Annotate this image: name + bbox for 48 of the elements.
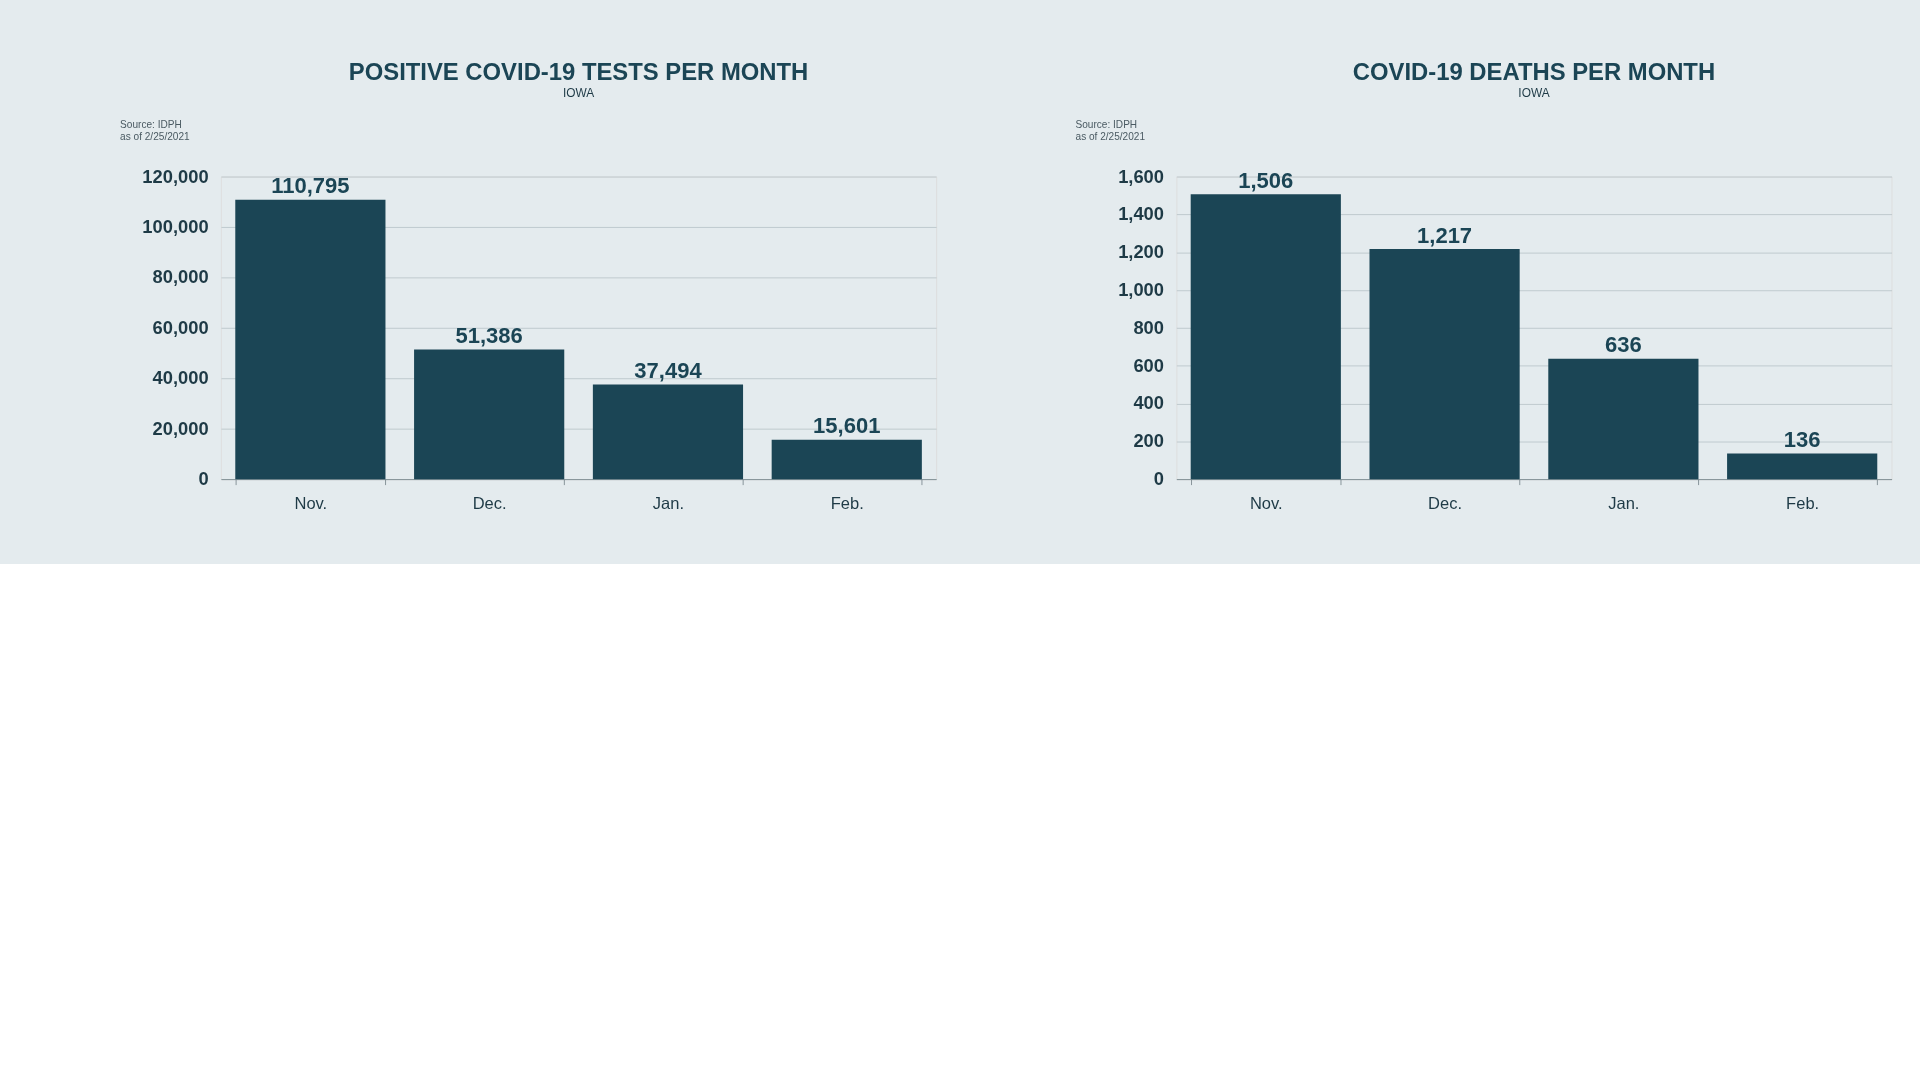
x-tick-label: Nov. bbox=[294, 493, 328, 512]
data-label: 1,506 bbox=[1238, 167, 1294, 193]
y-tick-label: 800 bbox=[1133, 316, 1165, 338]
x-tick-label: Dec. bbox=[1428, 493, 1463, 512]
x-tick-label: Feb. bbox=[1786, 493, 1820, 512]
y-tick-label: 100,000 bbox=[142, 215, 209, 237]
y-tick-label: 40,000 bbox=[152, 367, 209, 389]
data-label: 51,386 bbox=[455, 323, 523, 349]
bar bbox=[1369, 248, 1520, 480]
chart-title: COVID-19 DEATHS PER MONTH bbox=[1352, 58, 1716, 86]
x-tick-label: Jan. bbox=[1608, 493, 1640, 512]
data-label: 636 bbox=[1605, 332, 1642, 358]
y-tick-label: 1,600 bbox=[1118, 165, 1165, 187]
data-label: 110,795 bbox=[271, 173, 350, 199]
x-tick-label: Nov. bbox=[1249, 493, 1283, 512]
text: as of 2/25/2021 bbox=[120, 130, 190, 142]
data-label: 37,494 bbox=[634, 358, 703, 384]
y-tick-label: 600 bbox=[1133, 354, 1165, 376]
bar bbox=[592, 384, 744, 480]
y-tick-label: 1,200 bbox=[1118, 241, 1165, 263]
y-tick-label: 0 bbox=[1153, 468, 1165, 490]
y-tick-label: 120,000 bbox=[142, 165, 209, 187]
y-tick-label: 1,000 bbox=[1118, 278, 1165, 300]
bar bbox=[1727, 453, 1878, 480]
chart-subtitle: IOWA bbox=[562, 85, 595, 100]
data-label: 15,601 bbox=[813, 413, 881, 439]
data-label: 1,217 bbox=[1417, 222, 1473, 248]
x-tick-label: Feb. bbox=[830, 493, 864, 512]
bar bbox=[771, 439, 922, 480]
bar bbox=[414, 349, 565, 480]
x-tick-label: Dec. bbox=[472, 493, 507, 512]
text: as of 2/25/2021 bbox=[1075, 130, 1146, 142]
y-tick-label: 400 bbox=[1133, 392, 1165, 414]
chart-title: POSITIVE COVID-19 TESTS PER MONTH bbox=[348, 58, 809, 86]
bar bbox=[235, 199, 386, 480]
chart-subtitle: IOWA bbox=[1518, 85, 1550, 100]
y-tick-label: 0 bbox=[198, 468, 209, 490]
bar bbox=[1548, 358, 1699, 480]
y-tick-label: 80,000 bbox=[152, 266, 209, 288]
source-note: Source: IDPH bbox=[1075, 118, 1138, 130]
data-label: 136 bbox=[1783, 427, 1821, 452]
bar bbox=[1190, 194, 1341, 480]
x-tick-label: Jan. bbox=[652, 493, 685, 512]
y-tick-label: 20,000 bbox=[152, 417, 209, 439]
source-note: Source: IDPH bbox=[120, 118, 182, 130]
y-tick-label: 200 bbox=[1133, 430, 1165, 452]
y-tick-label: 1,400 bbox=[1118, 203, 1165, 225]
y-tick-label: 60,000 bbox=[152, 316, 209, 338]
